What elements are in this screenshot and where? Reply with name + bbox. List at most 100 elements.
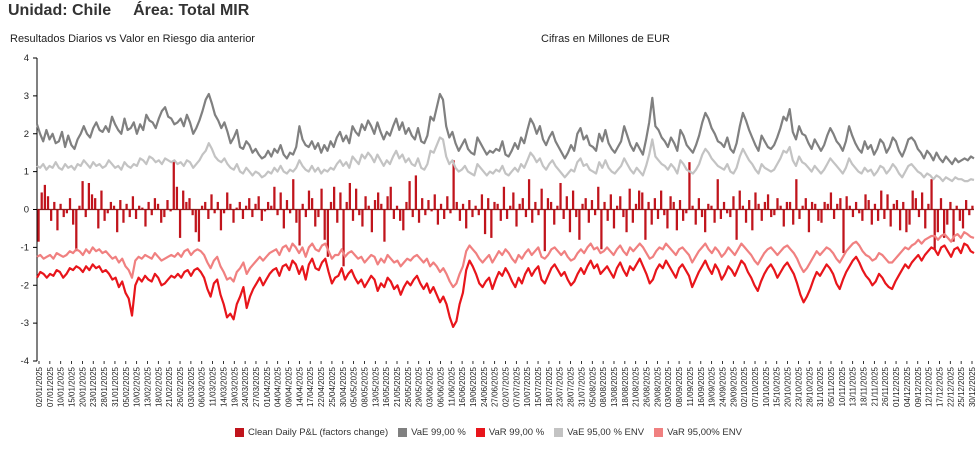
pnl-bar [241,209,245,219]
pnl-bar [310,198,314,210]
x-tick-label: 13/02/2025 [143,366,152,407]
pnl-bar [493,201,496,210]
pnl-bar [427,200,430,210]
pnl-bar [304,209,307,218]
pnl-bar [615,205,619,210]
pnl-bar [446,196,449,210]
pnl-bar [788,201,792,210]
pnl-bar [634,203,638,210]
pnl-bar [251,209,254,218]
pnl-bar [109,201,113,210]
x-tick-label: 29/08/2025 [653,366,662,407]
pnl-bar [924,209,927,229]
pnl-bar [628,188,631,210]
x-tick-label: 30/12/2025 [968,366,977,407]
y-tick-label: -2 [21,280,29,291]
x-tick-label: 31/10/2025 [816,366,825,407]
x-tick-label: 28/10/2025 [805,366,814,407]
pnl-bar [204,201,207,210]
x-tick-label: 08/08/2025 [599,366,608,407]
pnl-bar [402,209,405,231]
x-tick-label: 06/03/2025 [198,366,207,407]
pnl-bar [744,209,748,223]
pnl-bar [678,200,682,210]
pnl-bar [829,192,833,210]
legend-item-vae99[interactable]: VaE 99,00 % [398,427,466,438]
x-tick-label: 26/05/2025 [404,366,413,407]
pnl-bar [556,205,559,210]
pnl-bar [512,192,515,210]
x-tick-label: 13/08/2025 [610,366,619,407]
pnl-bar [147,201,150,210]
x-tick-label: 10/07/2025 [523,366,532,407]
pnl-bar [949,201,952,210]
pnl-bar [776,198,779,210]
pnl-bar [886,194,889,210]
pnl-bar [638,190,641,210]
x-tick-label: 11/09/2025 [686,366,695,406]
pnl-bar [430,209,433,212]
x-tick-label: 14/04/2025 [295,366,304,407]
x-tick-label: 11/06/2025 [447,366,456,406]
x-tick-label: 25/12/2025 [957,366,966,407]
pnl-bar [263,209,267,212]
legend-label: VaE 95,00 % ENV [567,427,645,438]
x-tick-label: 08/09/2025 [675,366,684,407]
pnl-bar [688,162,691,210]
vae95-line [36,136,975,183]
pnl-bar [898,209,902,231]
pnl-bar [153,198,157,210]
pnl-bar [691,205,694,210]
pnl-bar [716,179,719,210]
pnl-bar [810,201,814,210]
x-tick-label: 15/01/2025 [68,366,77,407]
x-tick-label: 15/10/2025 [773,366,782,407]
pnl-bar [72,209,75,225]
pnl-bar [119,200,122,210]
x-tick-label: 19/06/2025 [469,366,478,407]
pnl-bar [738,190,741,210]
pnl-bar [814,203,817,210]
pnl-bar [845,196,848,210]
pnl-bar [326,209,329,257]
pnl-bar [355,188,358,210]
x-tick-label: 27/06/2025 [491,366,500,407]
pnl-bar [329,201,333,210]
x-tick-label: 14/03/2025 [219,366,228,407]
legend-item-pnl[interactable]: Clean Daily P&L (factors change) [235,427,388,438]
pnl-bar [842,209,845,254]
x-tick-label: 22/04/2025 [317,366,326,407]
pnl-bar [210,194,213,210]
pnl-bar [465,209,468,229]
x-tick-label: 12/12/2025 [925,366,934,407]
pnl-bar [433,194,436,210]
x-tick-label: 13/11/2025 [849,366,858,406]
pnl-bar [138,205,141,210]
pnl-bar [760,209,763,221]
pnl-bar [873,203,877,210]
x-tick-label: 05/05/2025 [350,366,359,407]
legend-item-var99[interactable]: VaR 99,00 % [475,427,544,438]
legend-item-vae95[interactable]: VaE 95,00 % ENV [554,427,644,438]
pnl-bar [801,205,804,210]
pnl-bar [920,192,924,210]
pnl-bar [546,198,550,210]
pnl-bar [421,198,424,210]
area-label: Área: Total MIR [133,2,250,19]
pnl-bar [452,160,455,210]
pnl-bar [946,209,949,225]
pnl-bar [502,186,506,210]
pnl-bar [458,209,462,221]
pnl-bar [477,209,480,216]
pnl-bar [609,194,612,210]
pnl-bar [172,160,175,210]
y-tick-label: -4 [21,356,29,367]
y-tick-label: 0 [24,205,29,216]
pnl-bar [675,209,678,231]
pnl-bar [254,203,257,210]
pnl-bar [260,209,263,221]
legend-item-var95[interactable]: VaR 95,00% ENV [654,427,742,438]
x-tick-label: 07/01/2025 [46,366,55,407]
legend-label: VaR 95,00% ENV [667,427,742,438]
legend-swatch [654,428,664,437]
